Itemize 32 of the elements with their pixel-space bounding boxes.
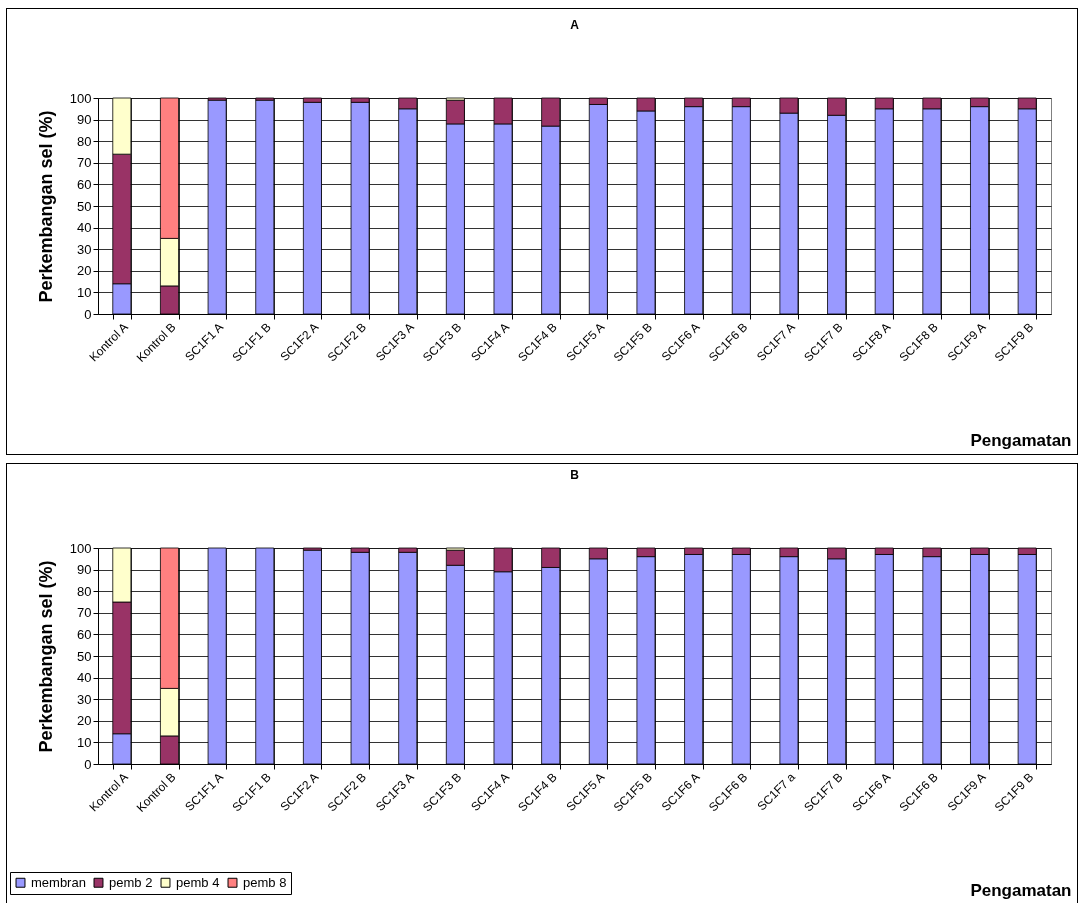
y-tick-label: 30: [77, 691, 92, 707]
y-tick-label: 10: [77, 734, 92, 750]
chart-title: A: [570, 18, 580, 32]
y-tick-label: 90: [77, 112, 92, 128]
y-tick-label: 80: [77, 583, 92, 599]
y-tick-label: 100: [69, 90, 92, 106]
y-tick-label: 20: [77, 263, 92, 279]
y-axis-title: Perkembangan sel (%): [35, 110, 56, 303]
y-tick-label: 80: [77, 133, 92, 149]
y-tick-label: 70: [77, 605, 92, 621]
y-tick-label: 0: [84, 306, 92, 322]
legend-label: pemb 2: [109, 874, 153, 890]
chart-title: B: [570, 468, 580, 482]
y-tick-label: 40: [77, 220, 92, 236]
y-tick-label: 60: [77, 176, 92, 192]
x-axis-title: Pengamatan: [970, 880, 1072, 900]
y-axis-title: Perkembangan sel (%): [35, 560, 56, 753]
y-tick-label: 100: [69, 540, 92, 556]
y-tick-label: 40: [77, 670, 92, 686]
y-tick-label: 50: [77, 198, 92, 214]
legend-label: pemb 8: [243, 874, 287, 890]
y-tick-label: 60: [77, 626, 92, 642]
y-tick-label: 10: [77, 284, 92, 300]
y-tick-label: 50: [77, 648, 92, 664]
legend-label: pemb 4: [176, 874, 220, 890]
legend-label: membran: [31, 874, 86, 890]
y-tick-label: 20: [77, 713, 92, 729]
y-tick-label: 70: [77, 155, 92, 171]
y-tick-label: 0: [84, 756, 92, 772]
x-axis-title: Pengamatan: [970, 430, 1072, 450]
y-tick-label: 90: [77, 562, 92, 578]
y-tick-label: 30: [77, 241, 92, 257]
